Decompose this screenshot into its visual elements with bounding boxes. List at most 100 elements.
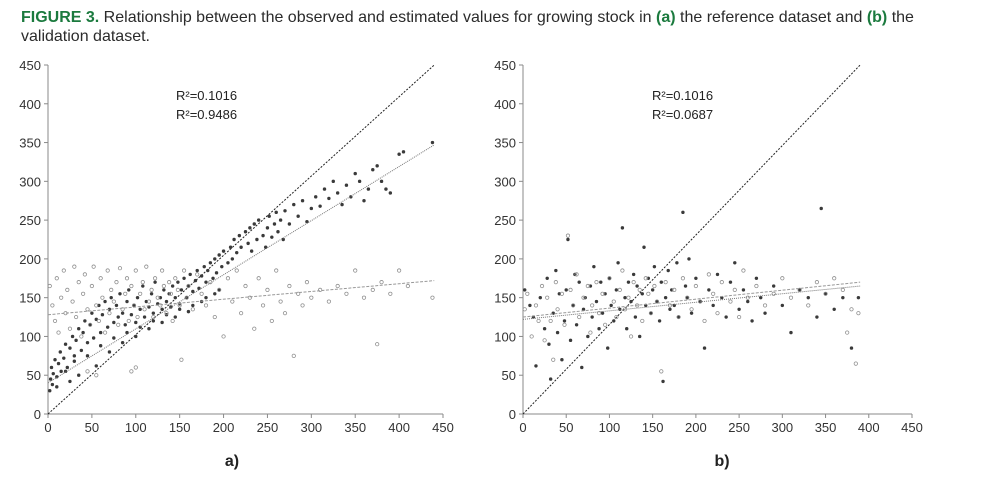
data-point — [90, 311, 94, 315]
data-point — [59, 369, 63, 374]
data-point — [96, 318, 102, 324]
data-point — [614, 288, 619, 292]
data-point — [168, 291, 173, 296]
data-point — [840, 287, 845, 293]
data-point — [149, 292, 154, 296]
data-point — [357, 179, 362, 184]
data-point — [597, 326, 601, 331]
data-point — [61, 268, 66, 273]
data-point — [538, 295, 542, 300]
data-point — [305, 219, 309, 224]
data-point — [107, 307, 112, 311]
data-point — [68, 379, 72, 384]
data-point — [94, 373, 99, 378]
data-point — [335, 191, 340, 195]
data-point — [771, 284, 776, 288]
data-point — [72, 354, 77, 358]
data-point — [70, 299, 75, 304]
x-tick-label: 50 — [559, 420, 573, 435]
x-tick-label: 300 — [771, 420, 793, 435]
data-point — [574, 323, 579, 327]
data-point — [63, 369, 68, 374]
data-point — [568, 287, 573, 293]
data-point — [220, 264, 224, 269]
data-point — [94, 303, 99, 308]
data-point — [267, 214, 271, 218]
data-point — [77, 326, 81, 331]
trend-line-open — [47, 280, 435, 316]
data-point — [542, 326, 547, 331]
data-point — [655, 299, 659, 304]
data-point — [430, 295, 435, 300]
x-tick-label: 200 — [685, 420, 707, 435]
data-point — [125, 299, 129, 304]
data-point — [522, 307, 527, 312]
data-point — [79, 348, 84, 353]
data-point — [265, 287, 270, 293]
data-point — [292, 202, 296, 207]
data-point — [230, 299, 235, 304]
data-point — [565, 233, 571, 238]
data-point — [228, 245, 233, 249]
data-point — [283, 209, 287, 213]
data-point — [173, 276, 178, 281]
data-point — [525, 291, 530, 296]
data-point — [296, 291, 301, 296]
r-squared-label: R²=0.1016 — [652, 88, 713, 103]
data-point — [588, 330, 593, 335]
data-point — [685, 295, 689, 300]
data-point — [100, 313, 105, 317]
x-tick-label: 450 — [432, 420, 454, 435]
data-point — [138, 291, 143, 296]
data-point — [706, 272, 711, 277]
data-point — [70, 334, 75, 339]
y-tick-label: 100 — [494, 329, 516, 344]
data-point — [48, 377, 53, 381]
data-point — [379, 179, 384, 184]
data-point — [344, 291, 349, 296]
data-point — [853, 361, 858, 366]
data-point — [151, 314, 156, 320]
data-point — [633, 315, 638, 319]
data-point — [366, 187, 371, 191]
data-point — [141, 284, 145, 288]
x-tick-label: 250 — [257, 420, 279, 435]
y-tick-label: 0 — [509, 407, 516, 422]
data-point — [733, 261, 737, 265]
data-point — [272, 222, 277, 226]
data-point — [176, 280, 180, 284]
data-point — [551, 357, 556, 362]
data-point — [211, 276, 215, 280]
data-point — [577, 280, 581, 284]
y-tick-label: 450 — [494, 58, 516, 73]
data-point — [663, 295, 668, 300]
data-point — [249, 249, 254, 253]
y-tick-label: 0 — [34, 407, 41, 422]
data-point — [276, 230, 280, 234]
data-point — [186, 309, 191, 314]
data-point — [74, 338, 78, 343]
data-point — [208, 261, 213, 265]
data-point — [659, 369, 664, 374]
data-point — [635, 284, 639, 288]
data-point — [586, 334, 590, 339]
data-point — [554, 268, 558, 273]
data-point — [125, 330, 129, 335]
data-point — [98, 276, 103, 281]
x-tick-label: 350 — [815, 420, 837, 435]
data-point — [167, 280, 172, 285]
data-point — [754, 283, 759, 289]
data-point — [170, 318, 175, 324]
data-point — [255, 237, 259, 242]
data-point — [212, 314, 217, 320]
data-point — [379, 280, 384, 285]
data-point — [309, 295, 314, 300]
data-point — [193, 278, 198, 283]
data-point — [331, 179, 335, 184]
data-point — [243, 283, 248, 289]
data-point — [845, 330, 850, 335]
data-point — [580, 365, 584, 370]
data-point — [823, 291, 828, 296]
data-point — [98, 344, 103, 348]
data-point — [856, 311, 861, 316]
